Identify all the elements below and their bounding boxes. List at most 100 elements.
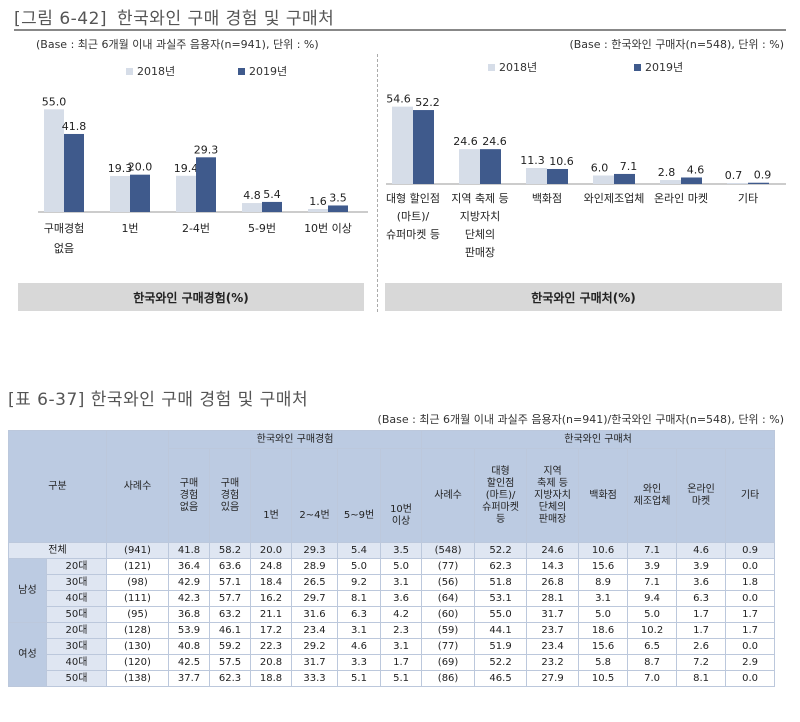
- table-cell: 40.8: [168, 638, 210, 655]
- table-cell: (86): [421, 670, 476, 687]
- bar-2018: [660, 180, 681, 184]
- table-cell: 31.7: [291, 654, 338, 671]
- table-cell: 3.1: [379, 638, 423, 655]
- bar-2019: [547, 168, 568, 184]
- table-cell: 16.2: [250, 590, 292, 607]
- table-cell: (128): [106, 622, 169, 639]
- header-exp-10: 10번 이상: [379, 490, 423, 543]
- category-label-line: 없음: [54, 242, 74, 255]
- table-cell: (60): [421, 606, 476, 623]
- table-cell: 0.9: [725, 542, 776, 559]
- category-label: 와인제조업체: [584, 192, 645, 205]
- category-label: 1번: [121, 222, 138, 235]
- table-cell: 7.1: [627, 542, 678, 559]
- table-cell: 10.2: [627, 622, 678, 639]
- data-label: 7.1: [620, 160, 638, 173]
- table-cell: 3.1: [379, 574, 423, 591]
- table-cell: 18.8: [250, 670, 292, 687]
- row-label: 전체: [8, 542, 107, 559]
- table-cell: 8.1: [337, 590, 381, 607]
- table-cell: 0.0: [725, 590, 776, 607]
- bar-2018: [392, 106, 413, 184]
- category-label-line: 백화점: [532, 192, 562, 205]
- bar-2019: [748, 182, 769, 184]
- row-age-label: 50대: [46, 670, 107, 687]
- figure-base-left: (Base : 최근 6개월 이내 과실주 음용자(n=941), 단위 : %…: [36, 38, 319, 51]
- data-label: 55.0: [42, 95, 67, 108]
- table-cell: 29.7: [291, 590, 338, 607]
- table-cell: 59.2: [209, 638, 251, 655]
- table-cell: 5.1: [379, 670, 423, 687]
- table-cell: 4.6: [337, 638, 381, 655]
- table-cell: 7.0: [627, 670, 678, 687]
- table-cell: 10.6: [578, 542, 629, 559]
- table-cell: 3.1: [337, 622, 381, 639]
- category-label: 백화점: [532, 192, 562, 205]
- purchase-experience-chart: 2018년 2019년 55.0 41.8 구매경험 없음 19.320.0 1번 19.4 29…: [38, 65, 368, 255]
- table-cell: 36.8: [168, 606, 210, 623]
- table-cell: (59): [421, 622, 476, 639]
- table-cell: 31.7: [526, 606, 580, 623]
- table-cell: 1.7: [379, 654, 423, 671]
- table-cell: 18.4: [250, 574, 292, 591]
- table-cell: 53.1: [474, 590, 528, 607]
- table-cell: 9.4: [627, 590, 678, 607]
- bar-2018: [110, 175, 130, 212]
- category-label: 구매경험 없음: [44, 222, 84, 255]
- caption-purchase-experience: 한국와인 구매경험(%): [18, 283, 364, 311]
- header-place-online: 온라인 마켓: [676, 448, 727, 543]
- table-cell: 3.6: [379, 590, 423, 607]
- table-cell: 23.2: [526, 654, 580, 671]
- table-cell: (111): [106, 590, 169, 607]
- table-cell: (548): [421, 542, 476, 559]
- table-cell: 42.9: [168, 574, 210, 591]
- table-cell: 29.3: [291, 542, 338, 559]
- table-cell: (121): [106, 558, 169, 575]
- data-label: 29.3: [194, 143, 219, 156]
- table-cell: 4.2: [379, 606, 423, 623]
- bar-2019: [328, 205, 348, 212]
- table-cell: 57.1: [209, 574, 251, 591]
- data-label: 20.0: [128, 161, 153, 174]
- table-title: [표 6-37] 한국와인 구매 경험 및 구매처: [8, 390, 309, 410]
- table-cell: 41.8: [168, 542, 210, 559]
- table-cell: 28.9: [291, 558, 338, 575]
- bar-2018: [242, 203, 262, 212]
- table-cell: 33.3: [291, 670, 338, 687]
- table-cell: 10.5: [578, 670, 629, 687]
- data-label: 54.6: [386, 93, 411, 106]
- bar-2018: [44, 109, 64, 212]
- row-age-label: 40대: [46, 590, 107, 607]
- table-cell: 26.5: [291, 574, 338, 591]
- table-cell: 21.1: [250, 606, 292, 623]
- table-cell: 0.0: [725, 558, 776, 575]
- data-label: 5.4: [263, 188, 281, 201]
- table-cell: 28.1: [526, 590, 580, 607]
- legend-swatch-1: [634, 64, 641, 71]
- data-label: 4.8: [243, 189, 261, 202]
- header-exp-5-9: 5~9번: [337, 490, 381, 543]
- header-group: 구분: [8, 430, 107, 543]
- table-cell: 42.3: [168, 590, 210, 607]
- table-cell: 5.0: [627, 606, 678, 623]
- table-cell: 5.0: [578, 606, 629, 623]
- table-cell: 3.6: [676, 574, 727, 591]
- bar-2018: [593, 175, 614, 184]
- table-cell: 8.7: [627, 654, 678, 671]
- table-cell: 23.7: [526, 622, 580, 639]
- table-cell: 8.1: [676, 670, 727, 687]
- table-cell: (64): [421, 590, 476, 607]
- table-cell: 63.6: [209, 558, 251, 575]
- table-cell: 3.9: [676, 558, 727, 575]
- table-cell: 52.2: [474, 542, 528, 559]
- legend-label-0: 2018년: [137, 65, 175, 78]
- table-cell: 2.6: [676, 638, 727, 655]
- table-cell: 62.3: [474, 558, 528, 575]
- legend-label-1: 2019년: [249, 65, 287, 78]
- bar-2019: [64, 133, 84, 212]
- header-place-etc: 기타: [725, 448, 776, 543]
- table-row: 30대 (130) 40.8 59.2 22.3 29.2 4.6 3.1 (77) 51.9 23…: [9, 638, 776, 655]
- caption-purchase-place: 한국와인 구매처(%): [385, 283, 782, 311]
- figure-number: [그림 6-42]: [14, 9, 108, 29]
- bar-2018: [308, 209, 328, 212]
